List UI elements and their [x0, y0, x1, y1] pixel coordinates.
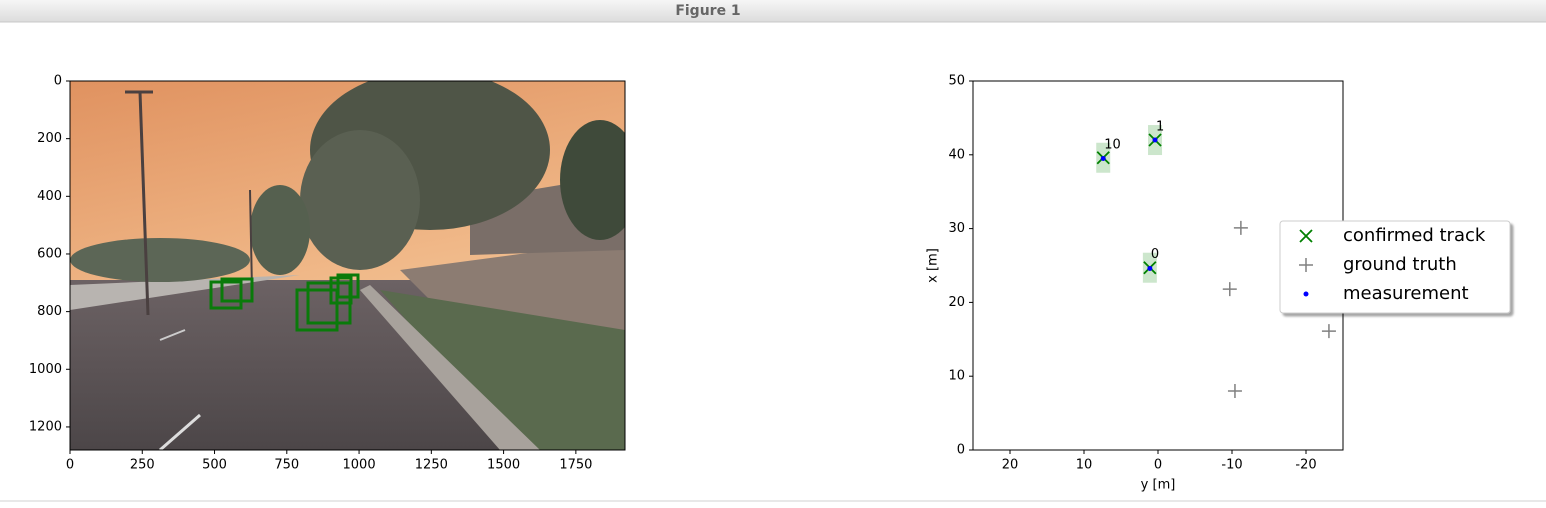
legend-box — [1279, 220, 1511, 314]
y-tick-label: 200 — [37, 131, 62, 146]
y-tick-label: 800 — [37, 304, 62, 319]
x-tick-label: 1500 — [487, 458, 520, 473]
detection-boxes — [209, 273, 360, 332]
window-title: Figure 1 — [675, 3, 740, 19]
truth-marker — [1227, 383, 1242, 398]
x-tick-label: -10 — [1221, 458, 1242, 473]
y-tick-label: 600 — [37, 246, 62, 261]
track-label: 10 — [1104, 137, 1121, 152]
measurement-marker — [1100, 155, 1106, 161]
track-label: 1 — [1156, 120, 1164, 135]
y-tick-label: 0 — [54, 74, 62, 89]
legend-label: ground truth — [1343, 254, 1457, 275]
y-tick-label: 400 — [37, 189, 62, 204]
x-tick-label: 0 — [1154, 458, 1162, 473]
truth-marker — [1321, 324, 1336, 339]
y-tick-label: 20 — [948, 295, 965, 310]
legend-marker — [1303, 291, 1309, 297]
x-tick-label: 10 — [1076, 458, 1093, 473]
x-tick-label: 1000 — [343, 458, 376, 473]
camera-image — [70, 81, 625, 450]
legend: confirmed track ground truth measurement — [1279, 220, 1511, 314]
x-tick-label: 20 — [1002, 458, 1019, 473]
x-tick-label: 750 — [274, 458, 299, 473]
y-tick-label: 10 — [948, 369, 965, 384]
truth-marker — [1222, 282, 1237, 297]
x-tick-label: 0 — [66, 458, 74, 473]
y-axis-label: x [m] — [926, 248, 941, 283]
y-tick-label: 0 — [957, 443, 965, 458]
axes-frame — [69, 80, 626, 451]
y-tick-label: 1000 — [29, 362, 62, 377]
x-tick-label: -20 — [1295, 458, 1316, 473]
y-tick-label: 50 — [948, 74, 965, 89]
title-bar — [0, 0, 1546, 22]
track-label: 0 — [1151, 247, 1159, 262]
measurement-marker — [1152, 137, 1158, 143]
x-tick-label: 500 — [202, 458, 227, 473]
y-tick-label: 30 — [948, 221, 965, 236]
legend-marker — [1299, 229, 1313, 243]
x-tick-label: 250 — [130, 458, 155, 473]
legend-label: confirmed track — [1343, 225, 1486, 246]
measurement-marker — [1147, 265, 1153, 271]
x-tick-label: 1250 — [415, 458, 448, 473]
x-tick-label: 1750 — [559, 458, 592, 473]
y-tick-label: 1200 — [29, 419, 62, 434]
truth-marker — [1233, 220, 1248, 235]
y-tick-label: 40 — [948, 147, 965, 162]
legend-label: measurement — [1343, 283, 1469, 304]
x-axis-label: y [m] — [1141, 478, 1176, 493]
legend-marker — [1299, 258, 1313, 272]
